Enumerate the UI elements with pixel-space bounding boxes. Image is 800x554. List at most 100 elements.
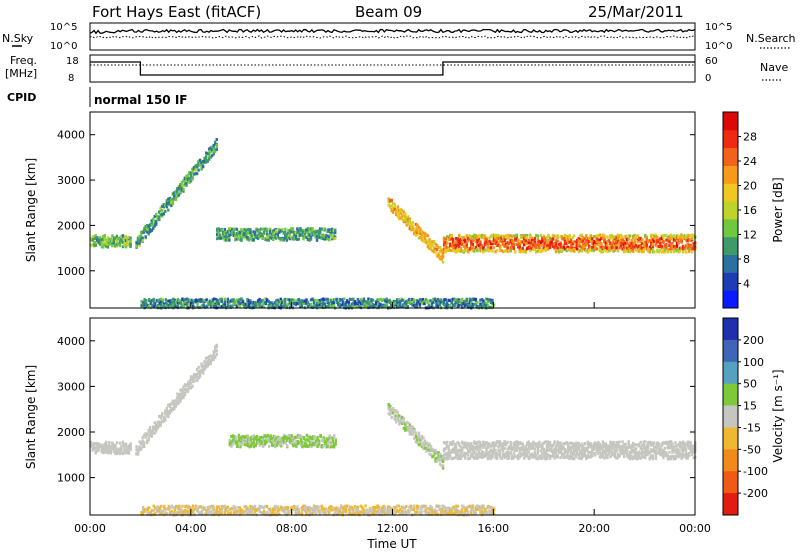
- range-cell: [243, 302, 246, 306]
- range-cell: [214, 345, 217, 349]
- freq-left-tick-bottom: 8: [68, 73, 74, 84]
- range-cell: [181, 298, 184, 302]
- range-cell: [234, 301, 237, 305]
- range-cell: [423, 446, 427, 450]
- range-cell: [161, 419, 164, 423]
- range-cell: [577, 456, 580, 460]
- range-cell: [181, 304, 184, 308]
- range-cell: [545, 236, 549, 240]
- range-cell: [456, 243, 459, 247]
- range-cell: [554, 243, 558, 247]
- range-cell: [182, 303, 186, 307]
- range-cell: [198, 373, 202, 377]
- range-cell: [231, 435, 235, 439]
- range-cell: [495, 240, 499, 244]
- range-cell: [589, 450, 593, 454]
- range-cell: [310, 440, 313, 444]
- range-cell: [350, 302, 354, 306]
- range-cell: [545, 448, 549, 452]
- range-cell: [367, 297, 370, 301]
- range-cell: [311, 298, 314, 302]
- range-cell: [625, 249, 629, 253]
- range-cell: [261, 227, 264, 231]
- range-cell: [659, 237, 662, 241]
- range-cell: [246, 299, 249, 303]
- range-cell: [241, 231, 245, 235]
- range-cell: [471, 298, 475, 302]
- range-cell: [500, 456, 503, 460]
- range-cell: [565, 455, 568, 459]
- range-cell: [249, 231, 252, 235]
- range-cell: [194, 164, 197, 168]
- range-cell: [479, 241, 482, 245]
- range-cell: [214, 304, 217, 308]
- range-cell: [503, 440, 506, 444]
- range-cell: [639, 447, 642, 451]
- range-cell: [553, 456, 556, 460]
- range-cell: [532, 240, 535, 244]
- range-cell: [488, 236, 491, 240]
- range-cell: [582, 244, 585, 248]
- range-cell: [523, 456, 526, 460]
- range-cell: [489, 246, 493, 250]
- range-cell: [579, 456, 582, 460]
- range-cell: [417, 236, 421, 240]
- range-cell: [254, 443, 257, 447]
- range-cell: [445, 235, 449, 239]
- range-cell: [495, 244, 499, 248]
- range-cell: [659, 248, 662, 252]
- range-cell: [170, 402, 173, 406]
- range-cell: [435, 305, 438, 309]
- range-cell: [465, 303, 469, 307]
- range-cell: [96, 449, 99, 453]
- range-cell: [401, 421, 404, 425]
- range-cell: [99, 237, 102, 241]
- range-cell: [416, 439, 419, 443]
- range-cell: [361, 300, 364, 304]
- range-cell: [426, 447, 430, 451]
- range-cell: [297, 302, 301, 306]
- range-cell: [335, 297, 338, 301]
- range-cell: [419, 230, 422, 234]
- range-cell: [344, 301, 348, 305]
- range-cell: [309, 302, 313, 306]
- range-cell: [476, 448, 479, 452]
- y-tick-label: 1000: [57, 265, 85, 278]
- range-cell: [208, 300, 211, 304]
- range-cell: [524, 235, 527, 239]
- range-cell: [419, 441, 422, 445]
- range-cell: [541, 447, 544, 451]
- range-cell: [182, 385, 185, 389]
- range-cell: [455, 448, 458, 452]
- range-cell: [316, 441, 319, 445]
- range-cell: [607, 452, 611, 456]
- range-cell: [387, 403, 390, 407]
- range-cell: [274, 441, 277, 445]
- range-cell: [464, 454, 467, 458]
- range-cell: [167, 303, 171, 307]
- range-cell: [231, 442, 235, 446]
- range-cell: [148, 426, 152, 430]
- range-cell: [239, 440, 242, 444]
- range-cell: [627, 243, 630, 247]
- range-cell: [486, 298, 490, 302]
- range-cell: [515, 449, 518, 453]
- range-cell: [196, 305, 199, 309]
- range-cell: [615, 442, 618, 446]
- range-cell: [370, 305, 373, 309]
- range-cell: [515, 242, 518, 246]
- range-cell: [514, 441, 517, 445]
- range-cell: [627, 249, 630, 253]
- range-cell: [250, 233, 254, 237]
- range-cell: [550, 242, 553, 246]
- range-cell: [279, 303, 282, 307]
- range-cell: [494, 442, 497, 446]
- range-cell: [343, 302, 346, 306]
- range-cell: [616, 455, 620, 459]
- range-cell: [254, 437, 257, 441]
- range-cell: [278, 442, 281, 446]
- range-cell: [326, 230, 329, 234]
- range-cell: [97, 448, 100, 452]
- range-cell: [571, 248, 574, 252]
- range-cell: [529, 447, 532, 451]
